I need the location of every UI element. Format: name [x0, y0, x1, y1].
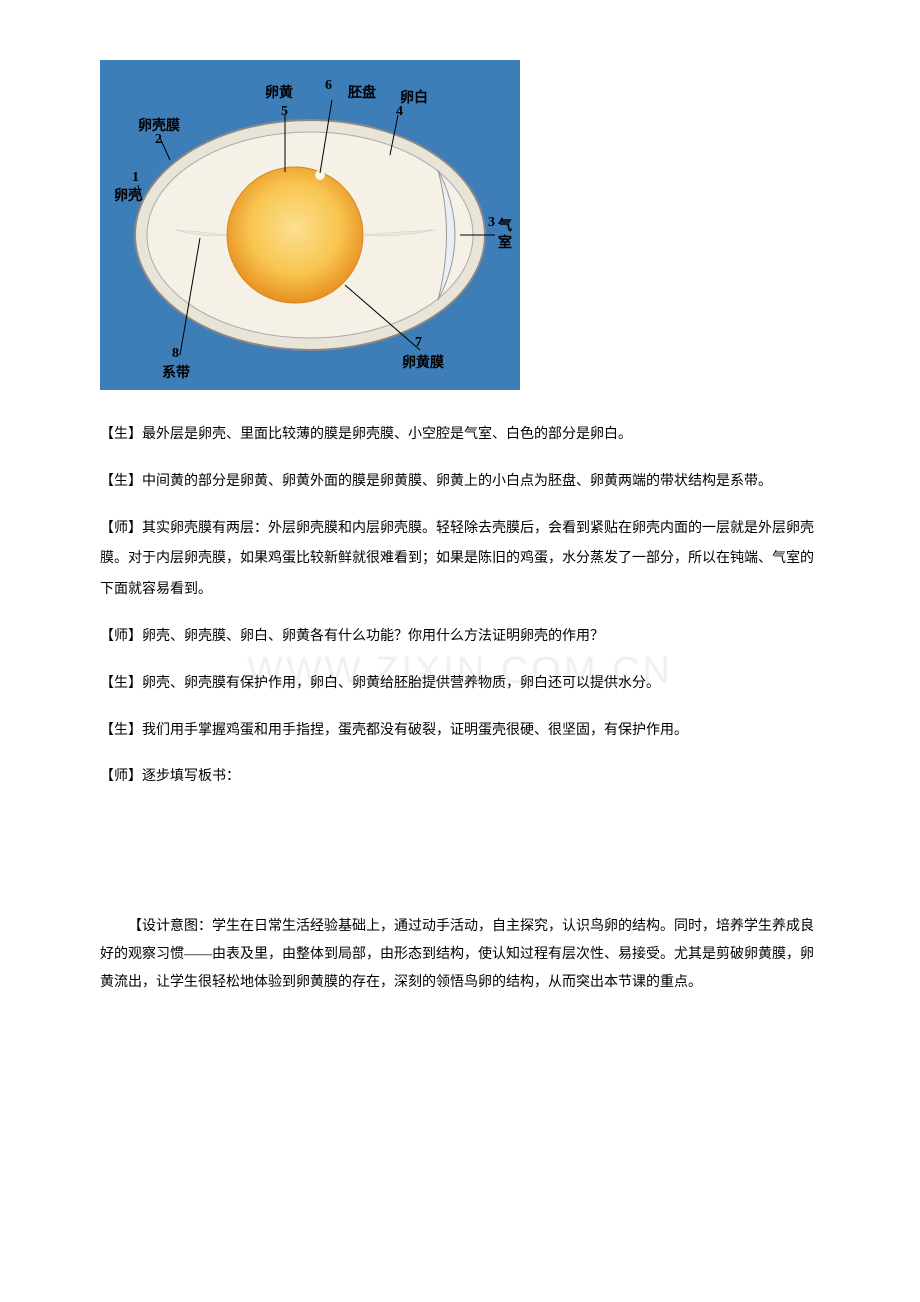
label-eggwhite: 卵白 — [400, 87, 428, 107]
label-yolk: 卵黄 — [265, 82, 293, 102]
paragraph-1: 【生】最外层是卵壳、里面比较薄的膜是卵壳膜、小空腔是气室、白色的部分是卵白。 — [100, 420, 820, 451]
paragraph-3: 【师】其实卵壳膜有两层：外层卵壳膜和内层卵壳膜。轻轻除去壳膜后，会看到紧贴在卵壳… — [100, 514, 820, 606]
label-yolkmembrane: 卵黄膜 — [402, 352, 444, 372]
paragraph-6: 【生】我们用手掌握鸡蛋和用手指捏，蛋壳都没有破裂，证明蛋壳很硬、很坚固，有保护作… — [100, 716, 820, 747]
label-num3: 3 — [488, 215, 495, 231]
label-chalaza: 系带 — [162, 362, 190, 382]
label-num2: 2 — [155, 132, 162, 148]
label-num7: 7 — [415, 335, 422, 351]
paragraph-8: 【设计意图：学生在日常生活经验基础上，通过动手活动，自主探究，认识鸟卵的结构。同… — [100, 913, 820, 997]
egg-diagram: 卵黄 6 胚盘 卵白 4 5 卵壳膜 2 1 卵壳 3 气 室 7 卵黄膜 8 … — [100, 60, 520, 390]
paragraph-4: 【师】卵壳、卵壳膜、卵白、卵黄各有什么功能？你用什么方法证明卵壳的作用？ — [100, 622, 820, 653]
label-shell: 卵壳 — [114, 185, 142, 205]
label-num8: 8 — [172, 346, 179, 362]
label-num1: 1 — [132, 170, 139, 186]
label-num6: 6 — [325, 78, 332, 94]
label-airchamber-bottom: 室 — [498, 232, 512, 252]
egg-svg — [100, 60, 520, 390]
label-num4: 4 — [396, 104, 403, 120]
label-blastodisc: 胚盘 — [348, 82, 376, 102]
paragraph-7: 【师】逐步填写板书： — [100, 762, 820, 793]
paragraph-2: 【生】中间黄的部分是卵黄、卵黄外面的膜是卵黄膜、卵黄上的小白点为胚盘、卵黄两端的… — [100, 467, 820, 498]
paragraph-5: 【生】卵壳、卵壳膜有保护作用，卵白、卵黄给胚胎提供营养物质，卵白还可以提供水分。 — [100, 669, 820, 700]
label-num5: 5 — [281, 104, 288, 120]
